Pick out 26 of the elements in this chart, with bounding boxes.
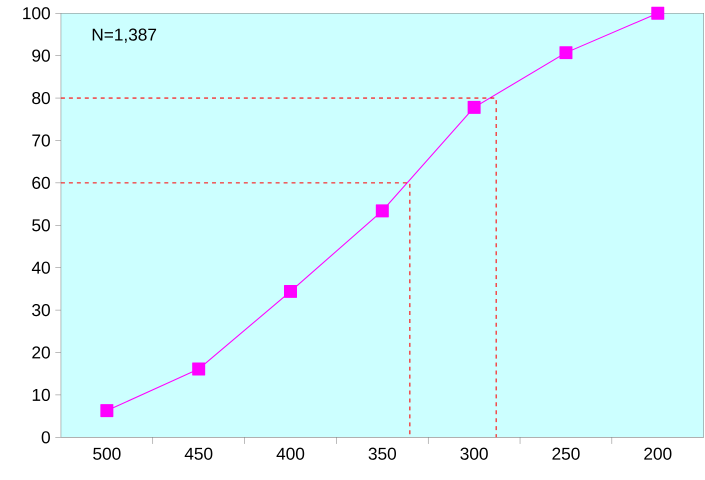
y-tick-label: 10 [32,388,50,402]
x-tick-label: 400 [276,448,304,460]
y-tick-label: 20 [32,346,50,359]
y-tick-label: 60 [32,176,50,190]
y-tick-label: 70 [32,134,50,147]
y-tick-label: 50 [32,219,50,232]
point [559,46,572,60]
x-tick-label: 250 [552,448,580,460]
x-tick-label: 350 [368,448,396,460]
point [468,101,481,114]
x-tick-label: 500 [93,448,121,460]
y-tick-label: 0 [42,431,50,444]
x-tick-label: 300 [460,448,488,460]
y-tick-label: 80 [32,92,50,104]
point [100,404,114,418]
point [192,362,206,376]
point [651,6,664,20]
y-tick-label: 90 [32,50,50,62]
y-tick-label: 40 [32,262,50,274]
y-tick-label: 100 [23,7,50,20]
point [284,285,297,298]
y-tick-label: 30 [32,304,50,316]
point [376,204,389,218]
x-tick-label: 450 [184,448,212,460]
annotation: N=1,387 [92,28,156,43]
x-tick-label: 200 [644,448,672,460]
